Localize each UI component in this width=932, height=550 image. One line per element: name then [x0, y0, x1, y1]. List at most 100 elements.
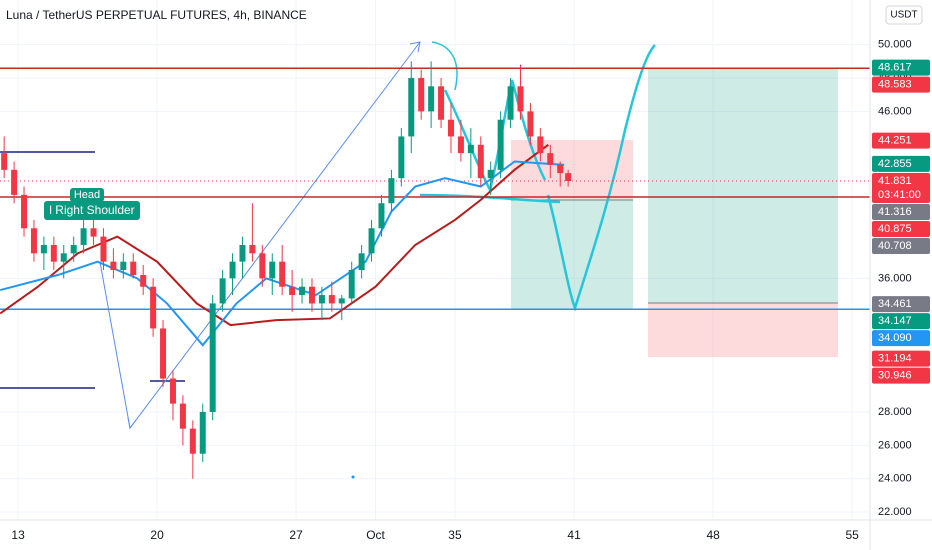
candle-body: [487, 169, 494, 179]
candle-body: [348, 270, 355, 299]
forecast-curve: [546, 44, 656, 312]
arrow-head: [127, 417, 137, 430]
x-tick-label: 35: [448, 528, 462, 542]
candle-body: [338, 298, 345, 304]
candle-body: [527, 111, 534, 137]
price-label: 40.708: [878, 240, 912, 252]
candle-body: [507, 86, 514, 120]
price-label-box: [872, 59, 930, 76]
candle-body: [100, 236, 107, 262]
price-label-box: [872, 330, 930, 347]
candle-body: [308, 286, 315, 304]
candle-body: [447, 119, 454, 137]
x-tick-label: 41: [567, 528, 581, 542]
candle-body: [279, 261, 286, 287]
y-tick-label: 50.000: [878, 38, 912, 50]
chart-title: Luna / TetherUS PERPETUAL FUTURES, 4h, B…: [6, 8, 307, 22]
price-label: 42.855: [878, 158, 912, 170]
candle-body: [189, 428, 196, 454]
candle-body: [497, 119, 504, 170]
candle-body: [160, 328, 167, 379]
price-label: 30.946: [878, 370, 912, 382]
candle-body: [60, 253, 67, 262]
short-target-zone: [511, 200, 633, 309]
candle-body: [40, 244, 47, 254]
price-label-box: [872, 237, 930, 254]
annotation-box: [44, 201, 140, 220]
candle-body: [358, 253, 365, 271]
candles: [0, 61, 870, 479]
candle-body: [259, 253, 266, 279]
price-label-box: [872, 313, 930, 330]
candle-body: [557, 164, 564, 174]
price-label-box: [872, 132, 930, 149]
time-axis: [0, 520, 932, 550]
candle-body: [239, 244, 246, 262]
candle-body: [120, 261, 127, 271]
annotations: Head l Right Shoulder: [44, 188, 140, 220]
candle-body: [547, 153, 554, 165]
y-tick-label: 46.000: [878, 105, 912, 117]
price-label-box: [872, 367, 930, 384]
arrow-head: [409, 41, 421, 53]
candle-body: [408, 77, 415, 137]
price-label-box: [872, 220, 930, 237]
price-label-box: [872, 296, 930, 313]
candle-body: [249, 244, 256, 254]
price-label: 44.251: [878, 134, 912, 146]
candle-body: [130, 261, 137, 276]
candle-body: [378, 203, 385, 229]
candle-body: [368, 228, 375, 254]
price-label: 34.147: [878, 315, 912, 327]
candle-body: [537, 136, 544, 154]
x-tick-label: 55: [845, 528, 859, 542]
neckline-curve: [419, 193, 561, 204]
price-label-box: [872, 350, 930, 367]
y-tick-label: 36.000: [878, 272, 912, 284]
axes: 22.00024.00026.00028.00036.00046.00048.0…: [11, 38, 930, 542]
candle-body: [50, 244, 57, 262]
candle-body: [11, 169, 18, 195]
y-tick-label: 26.000: [878, 439, 912, 451]
currency[interactable]: USDT: [890, 10, 917, 21]
candle-body: [299, 286, 306, 296]
currency-button[interactable]: [885, 5, 923, 25]
long-stop-zone: [648, 303, 838, 357]
pattern-curve: [431, 41, 458, 91]
y-tick-label: 22.000: [878, 506, 912, 518]
candle-body: [179, 403, 186, 429]
drawings: [0, 41, 838, 479]
annotation: Head: [74, 189, 100, 201]
candle-body: [219, 278, 226, 304]
candle-body: [80, 228, 87, 245]
x-tick-label: Oct: [366, 528, 385, 542]
candle-body: [30, 228, 37, 254]
candle-body: [289, 286, 296, 296]
candle-body: [318, 295, 325, 304]
candle-body: [169, 378, 176, 404]
y-tick-label: 28.000: [878, 406, 912, 418]
moving-average: [0, 143, 549, 327]
price-label-box: [872, 172, 930, 203]
candle-body: [199, 411, 206, 454]
candle-body: [1, 153, 8, 170]
x-tick-label: 20: [150, 528, 164, 542]
price-label-box: [872, 203, 930, 220]
price-label: 34.461: [878, 298, 912, 310]
candle-body: [110, 261, 117, 271]
candle-body: [229, 261, 236, 279]
candle-body: [517, 86, 524, 112]
x-tick-label: 13: [11, 528, 25, 542]
candle-body: [328, 295, 335, 304]
candle-body: [398, 136, 405, 179]
price-label: 48.617: [878, 62, 912, 74]
candle-body: [269, 261, 276, 279]
price-label-box: [872, 76, 930, 93]
candle-body: [428, 86, 435, 112]
candle-body: [70, 244, 77, 254]
plot: [0, 0, 870, 520]
price-label: 41.831: [878, 175, 912, 187]
price-label: 31.194: [878, 353, 912, 365]
